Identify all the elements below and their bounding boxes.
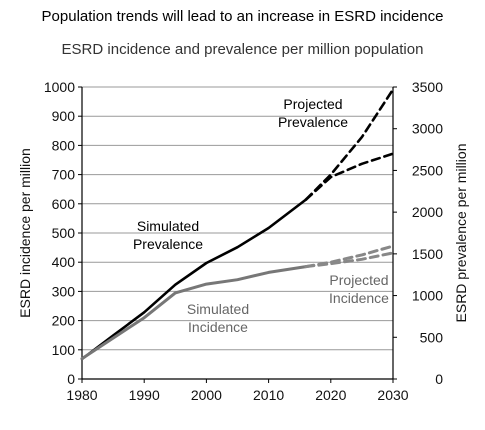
y-tick-label: 1000	[44, 79, 75, 95]
y2-tick-label: 2000	[412, 204, 443, 220]
y-tick-label: 900	[52, 108, 76, 124]
x-tick-label: 2030	[377, 387, 408, 403]
y-tick-label: 0	[67, 371, 75, 387]
y2-tick-label: 3000	[412, 121, 443, 137]
y-tick-label: 300	[52, 283, 76, 299]
x-tick-label: 2020	[315, 387, 346, 403]
annotation-sim-inc: Simulated	[187, 301, 249, 317]
page-title: Population trends will lead to an increa…	[41, 8, 444, 25]
y2-tick-label: 3500	[412, 79, 443, 95]
series-line-4	[304, 244, 395, 269]
annotation-sim-prev: Simulated	[137, 218, 199, 234]
annotation-proj-inc: Projected	[329, 272, 388, 288]
annotation-sim-prev: Prevalence	[133, 236, 203, 252]
y2-tick-label: 1500	[412, 246, 443, 262]
series-line-5	[304, 251, 395, 269]
annotation-proj-prev: Projected	[283, 96, 342, 112]
y2-tick-label: 500	[420, 329, 444, 345]
x-tick-label: 1980	[66, 387, 97, 403]
y-axis-title: ESRD incidence per million	[17, 148, 33, 318]
y-tick-label: 100	[52, 342, 76, 358]
series-line-3	[80, 265, 308, 361]
y-tick-label: 600	[52, 196, 76, 212]
y-tick-label: 800	[52, 137, 76, 153]
chart-subtitle: ESRD incidence and prevalence per millio…	[61, 41, 424, 58]
series-line-2	[304, 152, 395, 201]
annotation-proj-prev: Prevalence	[278, 114, 348, 130]
x-tick-label: 1990	[129, 387, 160, 403]
x-tick-label: 2000	[191, 387, 222, 403]
annotation-proj-inc: Incidence	[329, 290, 389, 306]
series-line-0	[80, 198, 308, 361]
y-tick-label: 200	[52, 313, 76, 329]
annotation-sim-inc: Incidence	[188, 319, 248, 335]
y2-tick-label: 2500	[412, 162, 443, 178]
y2-tick-label: 1000	[412, 288, 443, 304]
y2-tick-label: 0	[435, 371, 443, 387]
y2-axis-title: ESRD prevalence per million	[453, 144, 469, 323]
y-tick-label: 700	[52, 167, 76, 183]
x-tick-label: 2010	[253, 387, 284, 403]
y-tick-label: 500	[52, 225, 76, 241]
y-tick-label: 400	[52, 254, 76, 270]
